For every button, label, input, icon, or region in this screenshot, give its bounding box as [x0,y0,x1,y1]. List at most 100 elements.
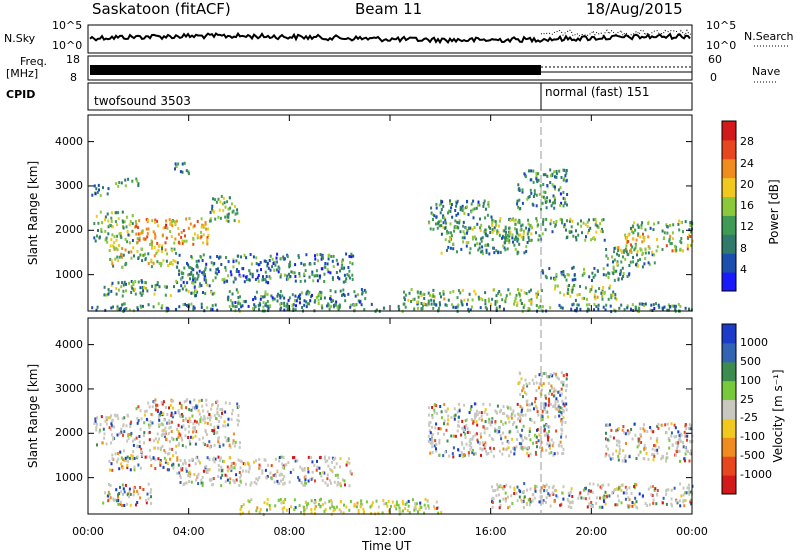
velocity-colorbar-label: Velocity [m s⁻¹] [771,369,785,463]
power-echo-region [491,217,606,243]
power-colorbar-frame [721,120,737,292]
velocity-colorbar-tick: -25 [740,411,758,425]
velocity-ytick-label: 1000 [55,470,83,484]
freq-unit-label: [MHz] [6,67,39,80]
freq-panel [87,55,693,81]
velocity-colorbar-segment [722,342,736,363]
freq-tick-high: 18 [66,53,80,66]
velocity-echo-region [102,482,153,507]
xtick-label: 08:00 [273,525,306,538]
velocity-ylabel: Slant Range [km] [26,363,40,469]
nsky-tick-high: 10^5 [52,19,83,32]
station-title: Saskatoon (fitACF) [92,0,231,18]
power-colorbar-tick: 24 [740,156,754,170]
velocity-echo-region [239,497,443,517]
xtick-label: 16:00 [474,525,507,538]
velocity-echo-region [133,398,241,450]
power-plot-frame [87,114,693,312]
velocity-echo-region [93,413,135,447]
nave-tick-high: 60 [708,53,722,66]
power-colorbar-segment [722,158,736,179]
nave-tick-low: 0 [710,71,717,84]
nsearch-tick-low: 10^0 [706,39,737,52]
power-colorbar-segment [722,234,736,254]
power-ytick-label: 3000 [55,178,83,192]
power-colorbar-segment [722,139,736,160]
power-ytick-label: 1000 [55,267,83,281]
velocity-ytick-label: 2000 [55,426,83,440]
velocity-colorbar-segment [722,399,736,419]
velocity-ytick-label: 3000 [55,381,83,395]
freq-bar [90,65,541,75]
power-colorbar-segment [722,215,736,235]
power-echo-region [91,183,110,198]
cpid-label: CPID [6,88,36,101]
nsky-trace [89,31,691,45]
power-echo-region [176,252,355,285]
power-echo-region [115,177,140,188]
nsky-panel [87,24,693,54]
velocity-colorbar-segment [722,324,736,344]
power-echo-region [428,199,493,234]
power-echo-region [630,219,694,236]
velocity-colorbar-tick: 500 [740,354,761,368]
power-colorbar-segment [722,253,736,273]
velocity-colorbar-segment [722,361,736,382]
power-ytick-label: 2000 [55,223,83,237]
cpid-panel [87,82,693,111]
xtick-label: 04:00 [172,525,205,538]
velocity-colorbar-segment [722,418,736,438]
power-echo-region [108,243,178,269]
power-echo-region [553,283,618,302]
velocity-echo-region [176,455,353,488]
power-colorbar-segment [722,121,736,141]
velocity-colorbar-tick: -500 [740,449,765,463]
colorbars [721,120,737,495]
nsky-tick-low: 10^0 [52,39,83,52]
power-panel [91,161,694,314]
xtick-label: 20:00 [575,525,608,538]
nsearch-tick-high: 10^5 [706,19,737,32]
date-title: 18/Aug/2015 [586,0,683,18]
nsky-label: N.Sky [4,32,36,45]
power-echo-region [541,265,631,282]
freq-label: Freq. [20,55,48,68]
axes [87,115,693,514]
power-colorbar-segment [722,177,736,198]
power-colorbar-tick: 20 [740,177,754,191]
velocity-colorbar-tick: 25 [740,392,754,406]
velocity-colorbar-segment [722,456,736,476]
velocity-colorbar-tick: 100 [740,373,761,387]
power-echo-region [208,194,241,223]
velocity-colorbar-tick: -100 [740,430,765,444]
beam-title: Beam 11 [355,0,423,18]
power-echo-region [174,161,190,176]
velocity-colorbar-tick: -1000 [740,468,772,482]
power-colorbar-segment [722,272,736,292]
velocity-colorbar-segment [722,380,736,401]
power-colorbar-tick: 28 [740,135,754,149]
power-colorbar-tick: 12 [740,220,754,234]
velocity-colorbar-frame [721,323,737,495]
freq-tick-low: 8 [70,71,77,84]
power-colorbar-segment [722,196,736,216]
power-colorbar-tick: 4 [740,262,747,276]
velocity-panel [93,371,694,517]
power-echo-region [402,288,543,307]
power-echo-region [516,168,569,211]
power-echo-region [226,288,367,309]
velocity-colorbar-segment [722,437,736,457]
xtick-label: 00:00 [676,525,708,538]
power-echo-region [617,232,694,253]
power-ylabel: Slant Range [km] [26,160,40,266]
xaxis-title: Time UT [362,539,412,553]
velocity-ytick-label: 4000 [55,337,83,351]
cpid-mode-2: normal (fast) 151 [545,85,650,99]
xtick-label: 12:00 [374,525,406,538]
power-echo-region [134,217,210,246]
power-colorbar-tick: 8 [740,241,747,255]
velocity-echo-region [491,482,694,510]
power-ytick-label: 4000 [55,134,83,148]
velocity-colorbar-segment [722,475,736,495]
